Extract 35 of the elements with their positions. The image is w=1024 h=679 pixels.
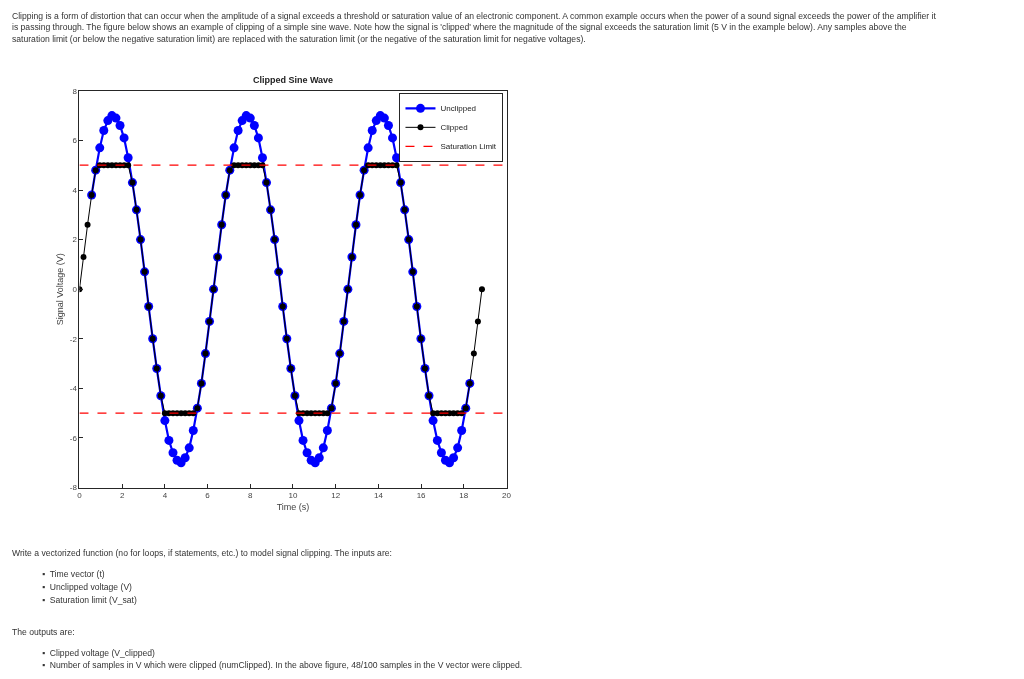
x-tick-label: 2 — [119, 491, 125, 501]
y-tick-label: 8 — [72, 86, 78, 96]
text: ▪ Number of samples in V which were clipped (numClipped). In the above figure, 48/100 samples in the V vector were clipped. — [42, 660, 523, 670]
y-tick-label: 0 — [72, 284, 78, 294]
x-tick-label: 20 — [502, 491, 512, 501]
y-tick-label: 2 — [72, 235, 78, 245]
text: Write a vectorized function (no for loops, if statements, etc.) to model signal clipping. The inputs are: — [12, 548, 392, 558]
y-axis-title: Signal Voltage (V) — [55, 253, 66, 326]
y-tick-label: -8 — [69, 483, 78, 493]
text: ▪ Clipped voltage (V_clipped) — [42, 648, 156, 658]
x-tick-label: 12 — [331, 491, 341, 501]
y-tick-label: -6 — [69, 433, 78, 443]
text: ▪ Time vector (t) — [42, 569, 105, 579]
legend-label: Saturation Limit — [440, 142, 497, 152]
x-tick-label: 8 — [248, 491, 254, 501]
x-tick-label: 6 — [205, 491, 211, 501]
y-tick-label: 4 — [72, 185, 78, 195]
y-tick-label: 6 — [72, 136, 78, 146]
chart-title: Clipped Sine Wave — [252, 75, 334, 86]
y-tick-label: -4 — [69, 384, 78, 394]
x-tick-label: 10 — [288, 491, 298, 501]
x-tick-label: 14 — [373, 491, 384, 501]
text: The outputs are: — [12, 627, 75, 637]
text: saturation limit (or below the negative saturation limit) are replaced with the saturation limit (or the negative of the saturation limit for negative voltages). — [12, 34, 586, 44]
text: is passing through. The figure below shows an example of clipping of a simple sine wave. Note how the signal is 'clipped' where the magnitude of the signal exceeds the saturation limit (5 V in the example below). Any samples above the — [12, 22, 907, 32]
text: ▪ Unclipped voltage (V) — [42, 582, 133, 592]
x-axis-title: Time (s) — [276, 501, 310, 512]
y-tick-label: -2 — [69, 334, 78, 344]
x-tick-label: 16 — [416, 491, 427, 501]
legend-label: Unclipped — [440, 104, 477, 114]
text: Clipping is a form of distortion that can occur when the amplitude of a signal exceeds a threshold or saturation value of an electronic component. A common example occurs when the power of a sound signal exceeds the power of the amplifier it — [12, 11, 937, 21]
legend-label: Clipped — [440, 123, 468, 133]
text: ▪ Saturation limit (V_sat) — [42, 595, 137, 605]
x-tick-label: 4 — [162, 491, 168, 501]
x-tick-label: 18 — [459, 491, 469, 501]
